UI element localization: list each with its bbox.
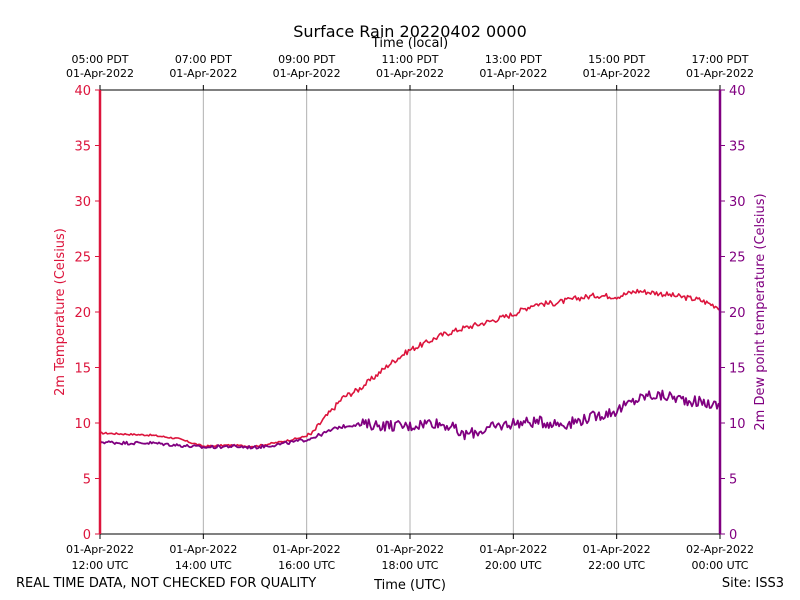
x-tick-label-bottom-time: 20:00 UTC — [485, 559, 542, 572]
x-tick-label-bottom-time: 00:00 UTC — [691, 559, 748, 572]
y-tick-label-right: 15 — [729, 362, 746, 377]
axes-layer: 01-Apr-2022 12:00 UTC 01-Apr-2022 14:00 UTC… — [66, 53, 754, 572]
x-tick-label-top-time: 07:00 PDT — [175, 53, 232, 66]
x-tick-label-top-date: 01-Apr-2022 — [169, 67, 237, 80]
x-tick-label-bottom-date: 02-Apr-2022 — [686, 543, 754, 556]
x-tick-label-bottom-date: 01-Apr-2022 — [66, 543, 134, 556]
x-tick-label-top-time: 05:00 PDT — [71, 53, 128, 66]
y-tick-label-right: 35 — [729, 140, 746, 155]
x-tick-label-bottom-date: 01-Apr-2022 — [273, 543, 341, 556]
y-tick-label-right: 10 — [729, 417, 746, 432]
y-tick-label-left: 15 — [74, 362, 91, 377]
dewpoint-series-line — [99, 389, 721, 450]
y-tick-label-right: 25 — [729, 251, 746, 266]
grid-layer — [202, 90, 618, 534]
site-label: Site: ISS3 — [722, 576, 784, 591]
x-tick-label-bottom-time: 14:00 UTC — [175, 559, 232, 572]
x-tick-label-top-time: 17:00 PDT — [691, 53, 748, 66]
x-tick-label-top-time: 09:00 PDT — [278, 53, 335, 66]
x-tick-label-top-time: 11:00 PDT — [381, 53, 438, 66]
x-tick-label-top-date: 01-Apr-2022 — [583, 67, 651, 80]
y-tick-label-right: 0 — [729, 528, 737, 543]
x-tick-label-top-date: 01-Apr-2022 — [66, 67, 134, 80]
y-tick-label-right: 40 — [729, 84, 746, 99]
chart-title: Surface Rain 20220402 0000 — [293, 22, 527, 41]
x-tick-label-bottom-date: 01-Apr-2022 — [583, 543, 651, 556]
y-tick-label-right: 5 — [729, 473, 737, 488]
y-tick-label-right: 30 — [729, 195, 746, 210]
x-tick-label-bottom-date: 01-Apr-2022 — [479, 543, 547, 556]
y-tick-label-left: 0 — [83, 528, 91, 543]
x-tick-label-top-date: 01-Apr-2022 — [479, 67, 547, 80]
top-axis-label: Time (local) — [371, 36, 448, 51]
x-tick-label-bottom-time: 16:00 UTC — [278, 559, 335, 572]
x-tick-label-bottom-date: 01-Apr-2022 — [169, 543, 237, 556]
x-tick-label-bottom-date: 01-Apr-2022 — [376, 543, 444, 556]
y-tick-label-left: 10 — [74, 417, 91, 432]
y-tick-label-right: 20 — [729, 306, 746, 321]
x-tick-label-bottom-time: 12:00 UTC — [71, 559, 128, 572]
y-tick-label-left: 25 — [74, 251, 91, 266]
y-axis-label-right: 2m Dew point temperature (Celsius) — [753, 193, 768, 430]
x-axis-label: Time (UTC) — [373, 578, 446, 593]
x-tick-label-top-time: 15:00 PDT — [588, 53, 645, 66]
y-tick-label-left: 35 — [74, 140, 91, 155]
y-tick-label-left: 20 — [74, 306, 91, 321]
y-tick-label-left: 5 — [83, 473, 91, 488]
quality-note: REAL TIME DATA, NOT CHECKED FOR QUALITY — [16, 576, 316, 591]
y-axis-label-left: 2m Temperature (Celsius) — [53, 228, 68, 396]
x-tick-label-top-date: 01-Apr-2022 — [686, 67, 754, 80]
x-tick-label-top-date: 01-Apr-2022 — [376, 67, 444, 80]
y-tick-label-left: 40 — [74, 84, 91, 99]
x-tick-label-bottom-time: 22:00 UTC — [588, 559, 645, 572]
x-tick-label-bottom-time: 18:00 UTC — [381, 559, 438, 572]
x-tick-label-top-date: 01-Apr-2022 — [273, 67, 341, 80]
series-layer — [99, 288, 721, 450]
y-tick-label-left: 30 — [74, 195, 91, 210]
x-tick-label-top-time: 13:00 PDT — [485, 53, 542, 66]
